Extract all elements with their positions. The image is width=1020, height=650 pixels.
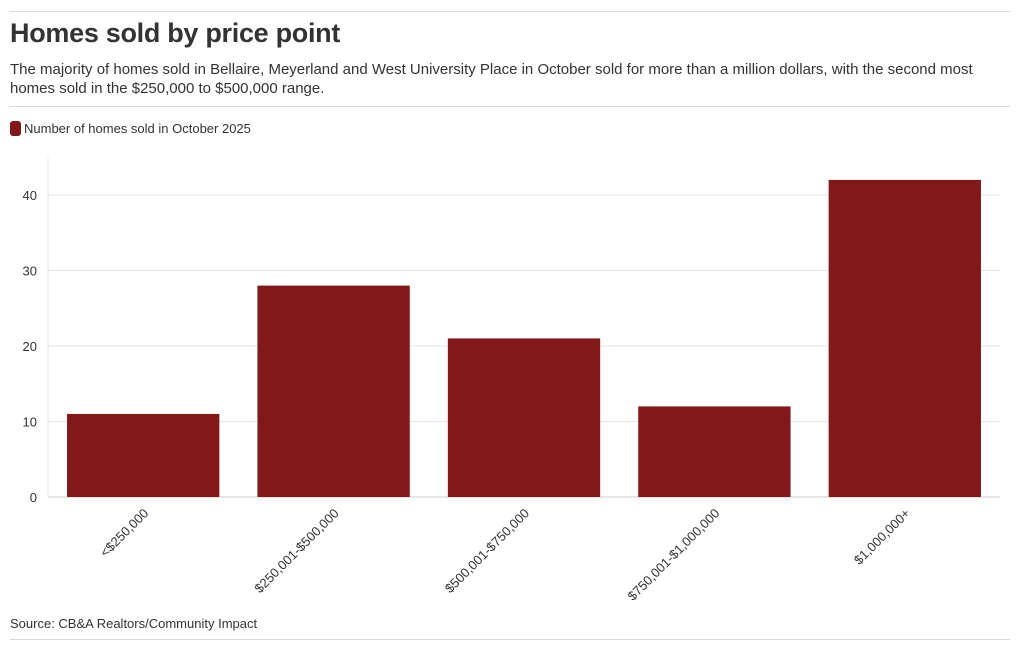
bar [257, 285, 410, 497]
bottom-rule [10, 639, 1010, 640]
bar [828, 179, 981, 497]
top-rule [10, 11, 1010, 12]
y-tick-label: 40 [23, 188, 37, 203]
x-tick-label: $250,001-$500,000 [251, 506, 341, 596]
bar [67, 413, 220, 497]
legend: Number of homes sold in October 2025 [10, 121, 251, 136]
bar [447, 338, 601, 497]
x-tick-label: $1,000,000+ [851, 506, 913, 568]
y-tick-label: 0 [30, 490, 37, 505]
y-tick-label: 30 [23, 264, 37, 279]
x-tick-label: $750,001-$1,000,000 [624, 506, 722, 604]
chart-subtitle: The majority of homes sold in Bellaire, … [10, 61, 973, 97]
source-note: Source: CB&A Realtors/Community Impact [10, 616, 258, 631]
legend-label: Number of homes sold in October 2025 [24, 121, 251, 136]
bar [638, 406, 791, 497]
y-tick-label: 20 [23, 339, 37, 354]
header-rule [10, 106, 1010, 107]
y-tick-label: 10 [23, 415, 37, 430]
legend-swatch [10, 121, 21, 136]
chart-title: Homes sold by price point [10, 18, 341, 48]
x-tick-label: <$250,000 [97, 506, 151, 560]
x-tick-label: $500,001-$750,000 [442, 506, 532, 596]
